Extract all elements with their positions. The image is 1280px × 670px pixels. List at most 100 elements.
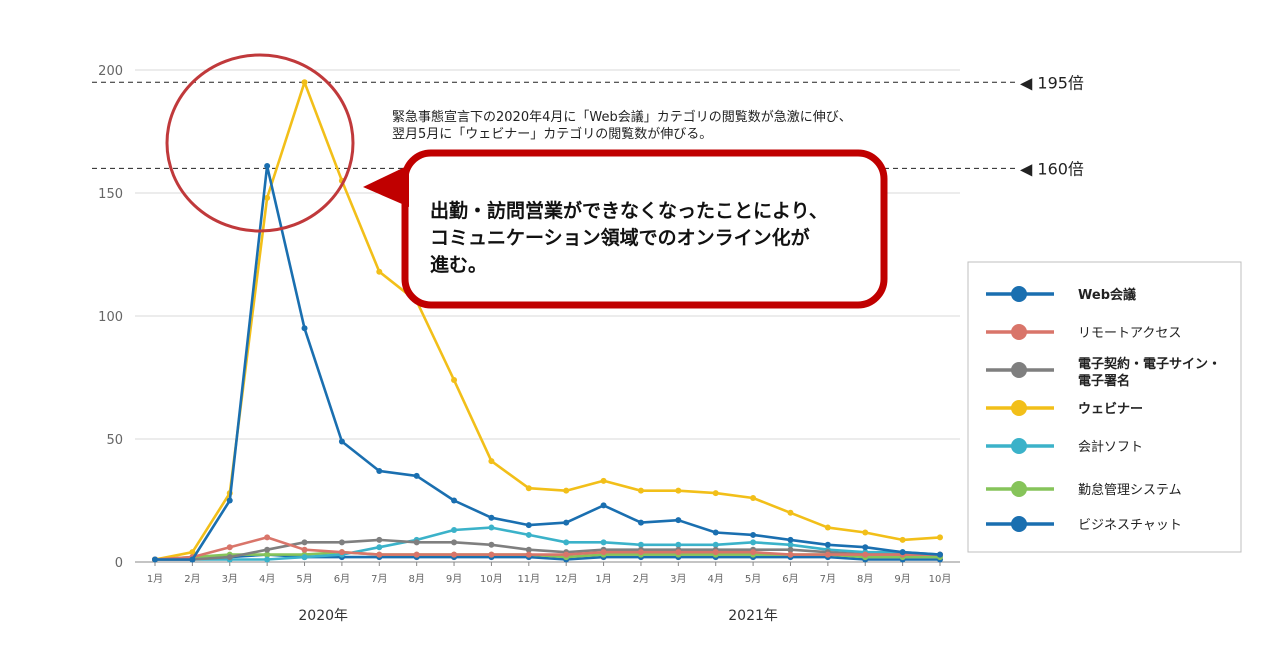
data-point <box>451 497 458 504</box>
x-tick-label: 5月 <box>745 573 761 585</box>
legend-item: ウェビナー <box>986 400 1143 417</box>
callout-text: コミュニケーション領域でのオンライン化が <box>430 226 810 249</box>
series-line <box>155 538 940 561</box>
callout-text: 出勤・訪問営業ができなくなったことにより、 <box>430 199 828 222</box>
series-line <box>154 536 940 561</box>
year-label: 2021年 <box>728 608 778 624</box>
legend-label: ウェビナー <box>1078 401 1143 417</box>
data-point <box>525 485 532 492</box>
data-point <box>563 519 570 526</box>
data-point <box>376 536 383 543</box>
callout-box <box>401 149 888 309</box>
x-tick-label: 4月 <box>259 573 275 585</box>
legend-label: Web会議 <box>1078 287 1136 303</box>
data-point <box>600 539 607 546</box>
callout-pointer <box>363 165 409 207</box>
data-point <box>488 524 495 531</box>
series-0 <box>152 162 943 563</box>
data-point <box>712 541 719 548</box>
data-point <box>787 536 794 543</box>
data-point <box>264 546 271 553</box>
highlight-circle <box>165 53 355 233</box>
data-point <box>787 509 794 516</box>
legend-label: 勤怠管理システム <box>1078 482 1182 498</box>
data-point <box>413 551 420 558</box>
data-point <box>376 551 383 558</box>
data-point <box>563 551 570 558</box>
data-point <box>563 539 570 546</box>
data-point <box>637 549 644 556</box>
data-point <box>338 438 345 445</box>
data-point <box>637 487 644 494</box>
data-point <box>824 551 831 558</box>
x-tick-label: 8月 <box>408 573 424 585</box>
data-point <box>488 514 495 521</box>
data-point <box>787 541 794 548</box>
data-point <box>675 517 682 524</box>
data-point <box>600 477 607 484</box>
data-point <box>189 556 196 563</box>
data-point <box>413 472 420 479</box>
data-point <box>787 551 794 558</box>
series-line <box>155 526 941 561</box>
legend-swatch-dot <box>1011 324 1027 340</box>
data-point <box>824 524 831 531</box>
x-tick-label: 10月 <box>480 573 503 585</box>
y-tick-label: 100 <box>98 310 123 325</box>
data-point <box>750 549 757 556</box>
x-tick-label: 9月 <box>894 573 910 585</box>
series-3 <box>152 79 943 563</box>
data-point <box>750 531 757 538</box>
data-point <box>862 551 869 558</box>
data-point <box>675 549 682 556</box>
x-tick-label: 9月 <box>446 573 462 585</box>
data-point <box>264 162 271 169</box>
data-point <box>376 467 383 474</box>
legend-item: ビジネスチャット <box>986 516 1182 533</box>
data-point <box>226 554 233 561</box>
y-tick-label: 50 <box>106 433 123 448</box>
data-point <box>787 546 794 553</box>
data-point <box>301 554 308 561</box>
x-tick-label: 5月 <box>296 573 312 585</box>
data-point <box>226 544 233 551</box>
data-point <box>712 490 719 497</box>
data-point <box>750 539 757 546</box>
data-point <box>338 549 345 556</box>
annotation-text: 翌月5月に「ウェビナー」カテゴリの閲覧数が伸びる。 <box>392 126 712 142</box>
data-point <box>525 531 532 538</box>
data-point <box>226 497 233 504</box>
data-point <box>451 527 458 534</box>
legend-item: 勤怠管理システム <box>986 481 1182 498</box>
y-tick-label: 150 <box>98 187 123 202</box>
data-point <box>264 551 271 558</box>
x-tick-label: 7月 <box>371 573 387 585</box>
annotations: 緊急事態宣言下の2020年4月に「Web会議」カテゴリの閲覧数が急激に伸び、翌月… <box>165 53 888 309</box>
legend-label: 電子署名 <box>1078 373 1130 389</box>
data-point <box>824 541 831 548</box>
data-point <box>264 556 271 563</box>
data-point <box>675 487 682 494</box>
data-point <box>862 529 869 536</box>
data-point <box>301 325 308 332</box>
legend: Web会議リモートアクセス電子契約・電子サイン・電子署名ウェビナー会計ソフト勤怠… <box>967 261 1242 553</box>
x-tick-label: 8月 <box>857 573 873 585</box>
reference-label: ◀ 160倍 <box>1020 159 1084 178</box>
x-tick-label: 11月 <box>517 573 540 585</box>
series-1 <box>152 534 943 563</box>
legend-label: 会計ソフト <box>1078 439 1143 455</box>
data-point <box>600 549 607 556</box>
data-point <box>862 544 869 551</box>
reference-label: ◀ 195倍 <box>1020 73 1084 92</box>
data-point <box>301 539 308 546</box>
x-tick-label: 12月 <box>555 573 578 585</box>
series-line <box>155 164 941 561</box>
legend-swatch-dot <box>1011 481 1027 497</box>
data-point <box>712 549 719 556</box>
data-point <box>264 194 271 201</box>
x-tick-label: 3月 <box>222 573 238 585</box>
data-point <box>899 536 906 543</box>
data-point <box>189 549 196 556</box>
